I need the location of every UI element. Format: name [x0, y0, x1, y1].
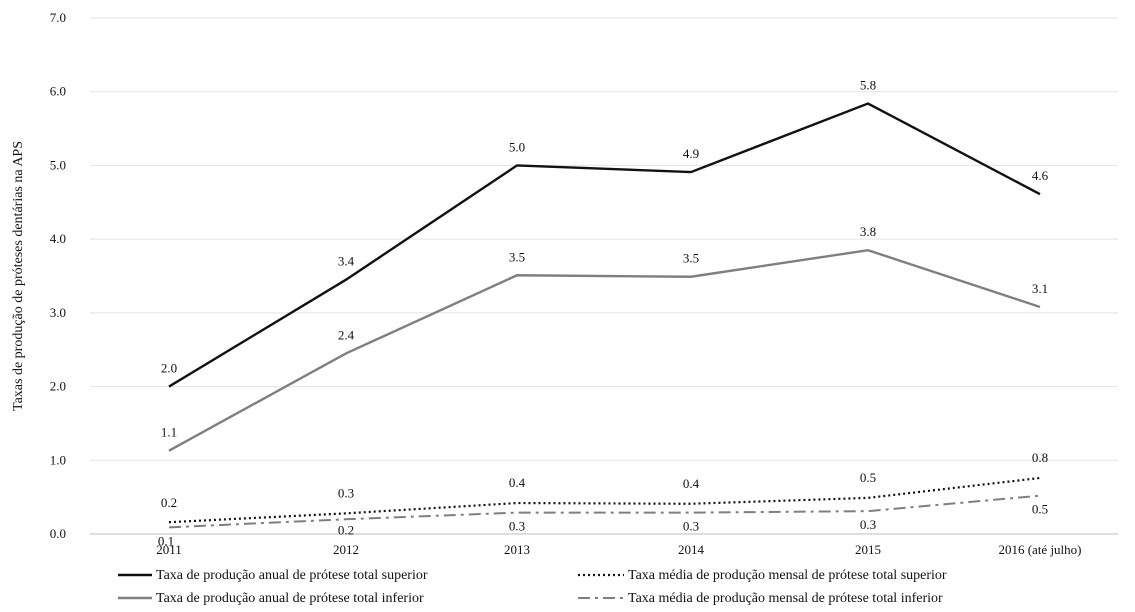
x-tick-label: 2015	[855, 542, 881, 557]
legend-item-2: Taxa de produção anual de prótese total …	[118, 591, 424, 606]
data-label: 3.1	[1032, 281, 1048, 296]
data-label: 1.1	[161, 425, 177, 440]
legend-item-4: Taxa média de produção mensal de prótese…	[578, 591, 943, 606]
data-label: 3.5	[683, 251, 699, 266]
data-label: 0.4	[683, 476, 700, 491]
data-label: 2.4	[338, 327, 355, 342]
data-label: 0.5	[860, 470, 876, 485]
gridlines	[90, 17, 1118, 535]
legend-item-3: Taxa média de produção mensal de prótese…	[578, 568, 947, 583]
data-label: 0.2	[161, 495, 177, 510]
data-labels: 2.0 3.4 5.0 4.9 5.8 4.6 1.1 2.4 3.5 3.5 3.8 3.1 0.2 0…	[158, 78, 1049, 549]
data-label: 5.8	[860, 78, 876, 93]
data-label: 3.8	[860, 224, 876, 239]
series-lines	[168, 102, 1041, 529]
y-tick-label: 7.0	[50, 10, 66, 25]
y-tick-label: 1.0	[50, 452, 66, 467]
y-axis-ticks: 0.0 1.0 2.0 3.0 4.0 5.0 6.0 7.0	[50, 10, 66, 541]
x-tick-label: 2016 (até julho)	[998, 542, 1081, 557]
y-tick-label: 6.0	[50, 84, 66, 99]
data-label: 2.0	[161, 361, 177, 376]
y-tick-label: 0.0	[50, 526, 66, 541]
x-tick-label: 2012	[333, 542, 359, 557]
data-label: 0.1	[158, 533, 174, 548]
y-tick-label: 4.0	[50, 231, 66, 246]
data-label: 3.4	[338, 254, 355, 269]
data-label: 3.5	[509, 249, 525, 264]
legend-label: Taxa de produção anual de prótese total …	[156, 568, 428, 583]
data-label: 4.6	[1032, 168, 1049, 183]
x-tick-label: 2014	[678, 542, 705, 557]
data-label: 0.2	[338, 522, 354, 537]
legend: Taxa de produção anual de prótese total …	[118, 568, 947, 606]
series-line-4	[168, 494, 1041, 529]
y-tick-label: 5.0	[50, 157, 66, 172]
x-tick-label: 2011	[156, 542, 182, 557]
data-label: 0.3	[338, 485, 354, 500]
legend-item-1: Taxa de produção anual de prótese total …	[118, 568, 428, 583]
x-axis-ticks: 2011 2012 2013 2014 2015 2016 (até julho)	[156, 542, 1081, 557]
data-label: 0.3	[509, 519, 525, 534]
y-axis-title: Taxas de produção de próteses dentárias …	[11, 141, 26, 411]
legend-label: Taxa média de produção mensal de prótese…	[628, 591, 943, 606]
data-label: 0.8	[1032, 450, 1048, 465]
y-tick-label: 2.0	[50, 379, 66, 394]
series-line-2	[168, 248, 1041, 452]
data-label: 0.4	[509, 475, 526, 490]
data-label: 5.0	[509, 139, 525, 154]
y-tick-label: 3.0	[50, 305, 66, 320]
data-label: 4.9	[683, 146, 699, 161]
data-label: 0.3	[683, 519, 699, 534]
x-tick-label: 2013	[504, 542, 530, 557]
series-line-1	[168, 102, 1041, 388]
data-label: 0.5	[1032, 502, 1048, 517]
legend-label: Taxa média de produção mensal de prótese…	[628, 568, 947, 583]
data-label: 0.3	[860, 517, 876, 532]
legend-label: Taxa de produção anual de prótese total …	[156, 591, 424, 606]
series-line-3	[168, 476, 1041, 524]
